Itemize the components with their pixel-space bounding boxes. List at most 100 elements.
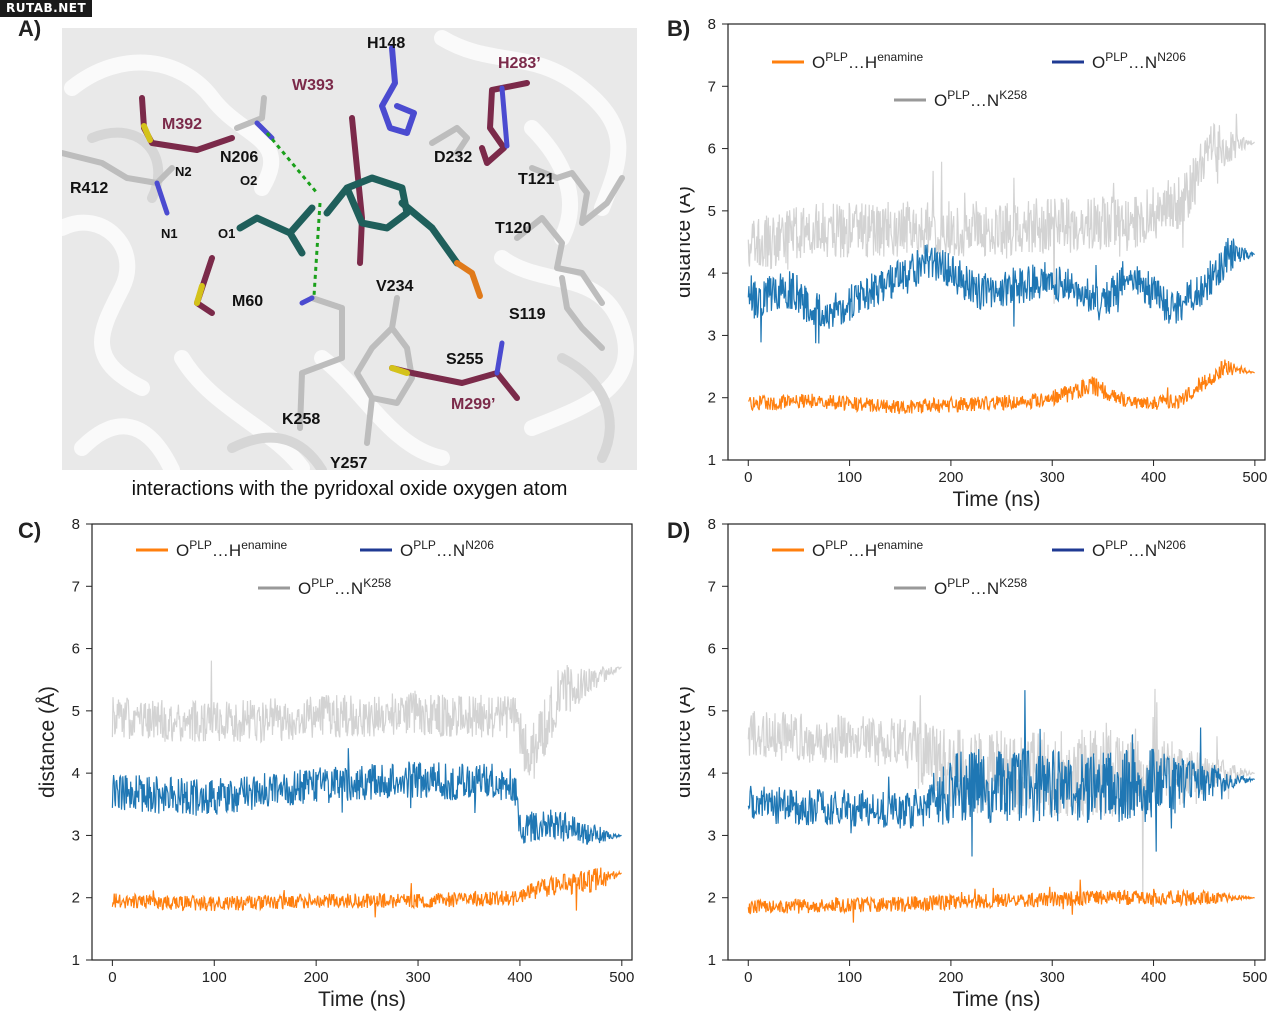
x-tick-label: 400 [507,969,532,986]
legend-entry: OPLP…NK258 [258,576,392,598]
y-axis-label: distance (Å) [680,186,695,298]
residue-label: R412 [70,180,108,197]
atom-label: O1 [218,226,235,241]
legend-entry: OPLP…NN206 [360,538,494,560]
residue-label: K258 [282,411,320,428]
panel-a-letter: A) [18,16,42,41]
x-tick-label: 300 [406,969,431,986]
legend-label: OPLP…NK258 [298,576,392,598]
y-axis-label: distance (Å) [680,686,695,798]
chart-d: 1 2 3 4 5 6 7 8 0 100 200 300 400 500 Time (ns) distanc… [680,516,1267,1011]
y-tick-label: 6 [708,641,716,658]
legend-entry: OPLP…NN206 [1052,538,1186,560]
x-tick-label: 500 [609,969,634,986]
y-tick-label: 3 [708,327,716,344]
residue-label: V234 [376,278,413,295]
y-tick-label: 7 [708,78,716,95]
residue-label: S255 [446,351,483,368]
protein-ribbons [62,30,634,470]
x-tick-label: 100 [202,969,227,986]
y-tick-label: 1 [708,452,716,469]
series-line-henamine [747,879,1255,923]
x-tick-label: 0 [744,469,752,486]
y-tick-label: 8 [708,516,716,533]
residue-label: S119 [509,306,546,323]
x-tick-label: 0 [108,969,116,986]
y-tick-label: 4 [708,265,716,282]
y-tick-label: 1 [708,952,716,969]
legend-entry: OPLP…NK258 [894,576,1028,598]
x-tick-label: 300 [1040,469,1065,486]
molecular-structure-panel: H148 W393 H283’ M392 N206 D232 N2 R412 O… [62,28,637,470]
x-tick-label: 400 [1141,469,1166,486]
x-tick-label: 300 [1040,969,1065,986]
panel-c-letter: C) [18,518,42,543]
residue-label: N206 [220,149,258,166]
y-tick-label: 8 [72,516,80,533]
x-axis-label: Time (ns) [953,488,1041,511]
x-tick-label: 500 [1242,969,1267,986]
atom-label: N2 [175,164,192,179]
legend-label: OPLP…NN206 [1092,538,1186,560]
y-tick-label: 3 [72,827,80,844]
y-tick-label: 2 [708,390,716,407]
legend-entry: OPLP…Henamine [772,50,924,72]
hydrogen-bonds [265,132,322,297]
legend-label: OPLP…NK258 [934,88,1028,110]
plot-frame [727,23,1266,461]
residue-label: M60 [232,293,263,310]
legend-label: OPLP…NK258 [934,576,1028,598]
y-tick-label: 7 [72,578,80,595]
watermark-badge: RUTAB.NET [0,0,93,17]
chart-b: 1 2 3 4 5 6 7 8 0 100 200 300 400 500 Time (ns) distanc… [680,16,1267,511]
y-tick-label: 5 [708,203,716,220]
legend-entry: OPLP…Henamine [136,538,288,560]
x-tick-label: 0 [744,969,752,986]
legend-label: OPLP…Henamine [812,538,924,560]
legend-label: OPLP…NN206 [400,538,494,560]
x-tick-label: 500 [1242,469,1267,486]
y-tick-label: 5 [72,703,80,720]
series-line-n206 [111,748,622,845]
x-axis-label: Time (ns) [953,988,1041,1011]
residue-label: D232 [434,149,472,166]
residue-label: T120 [495,220,532,237]
legend-label: OPLP…NN206 [1092,50,1186,72]
y-tick-label: 6 [72,641,80,658]
legend-label: OPLP…Henamine [176,538,288,560]
y-tick-label: 4 [72,765,80,782]
y-tick-label: 6 [708,141,716,158]
y-tick-label: 1 [72,952,80,969]
legend-entry: OPLP…NK258 [894,88,1028,110]
x-tick-label: 400 [1141,969,1166,986]
legend-entry: OPLP…Henamine [772,538,924,560]
series-line-n206 [747,237,1255,344]
residue-label: W393 [292,77,334,94]
legend-label: OPLP…Henamine [812,50,924,72]
atom-label: O2 [240,173,257,188]
series-line-n206 [747,690,1255,857]
y-tick-label: 8 [708,16,716,33]
series-line-k258 [111,660,622,779]
plot-frame [91,523,633,961]
chart-c: 1 2 3 4 5 6 7 8 0 100 200 300 400 500 Time (ns) distanc… [36,516,634,1011]
panel-d-letter: D) [667,518,691,543]
series-line-henamine [748,359,1255,415]
y-tick-label: 4 [708,765,716,782]
residue-label: T121 [518,171,555,188]
y-tick-label: 5 [708,703,716,720]
y-tick-label: 7 [708,578,716,595]
y-tick-label: 2 [72,890,80,907]
y-tick-label: 3 [708,827,716,844]
x-tick-label: 100 [837,969,862,986]
x-tick-label: 200 [304,969,329,986]
y-axis-label: distance (Å) [36,686,59,798]
series-line-k258 [747,113,1255,304]
series-line-henamine [111,867,622,918]
residue-label: H283’ [498,55,541,72]
atom-label: N1 [161,226,178,241]
residue-label: M299’ [451,396,495,413]
molecular-structure-image: H148 W393 H283’ M392 N206 D232 N2 R412 O… [62,30,634,470]
y-tick-label: 2 [708,890,716,907]
residue-label: Y257 [330,455,367,470]
